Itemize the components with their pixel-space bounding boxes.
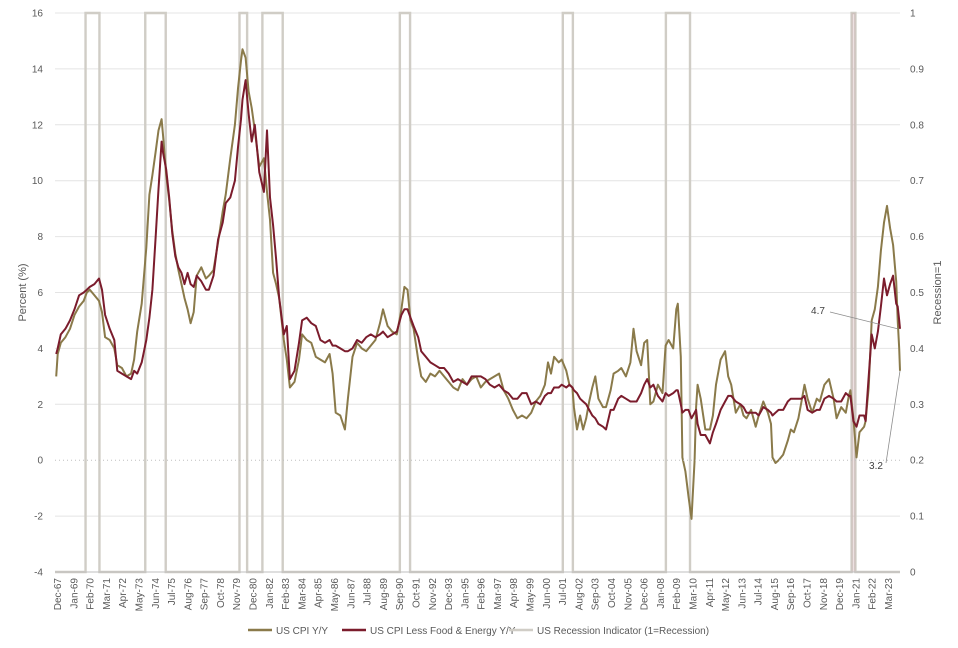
x-tick-label: Mar-97 xyxy=(493,578,504,610)
x-tick-label: Apr-85 xyxy=(314,578,325,608)
x-tick-label: Apr-11 xyxy=(705,578,716,608)
x-tick-label: Nov-92 xyxy=(428,578,439,611)
x-tick-label: Aug-89 xyxy=(379,578,390,611)
x-tick-label: Mar-84 xyxy=(297,578,308,610)
x-tick-label: Jan-82 xyxy=(265,578,276,609)
x-axis-ticks: Dec-67 Jan-69 Feb-70 Mar-71 Apr-72 May-73 Jun-… xyxy=(53,578,895,612)
y2-tick-label: 0.6 xyxy=(910,232,924,243)
annotation-leader xyxy=(829,311,899,330)
core-cpi-yy-line xyxy=(55,79,901,445)
y2-tick-label: 0.1 xyxy=(910,512,924,523)
x-tick-label: May-73 xyxy=(134,578,145,612)
chart-axes xyxy=(55,459,900,573)
x-tick-label: Apr-98 xyxy=(509,578,520,608)
y2-tick-label: 0.3 xyxy=(910,400,924,411)
y-tick-label: 2 xyxy=(37,400,43,411)
x-tick-label: Nov-79 xyxy=(232,578,243,611)
y-tick-label: 16 xyxy=(32,9,44,20)
x-tick-label: Sep-90 xyxy=(395,578,406,611)
annotation-leader xyxy=(885,370,901,464)
x-tick-label: Nov-18 xyxy=(819,578,830,611)
x-tick-label: Jan-95 xyxy=(460,578,471,609)
x-tick-label: Oct-04 xyxy=(607,578,618,608)
annotation-label: 3.2 xyxy=(869,461,883,472)
y-axis-title: Percent (%) xyxy=(17,263,29,321)
y2-tick-label: 0.5 xyxy=(910,288,924,299)
x-tick-label: Jul-88 xyxy=(363,578,374,606)
x-tick-label: Sep-16 xyxy=(786,578,797,611)
y2-tick-label: 0.9 xyxy=(910,64,924,75)
x-tick-label: Dec-19 xyxy=(835,578,846,611)
chart-legend: US CPI Y/Y US CPI Less Food & Energy Y/Y U… xyxy=(248,626,709,637)
right-axis-ticks: 1 0.9 0.8 0.7 0.6 0.5 0.4 0.3 0.2 0.1 0 xyxy=(910,9,924,579)
y-tick-label: 4 xyxy=(37,344,43,355)
y2-axis-title: Recession=1 xyxy=(932,261,944,325)
x-tick-label: Oct-78 xyxy=(216,578,227,608)
x-tick-label: Apr-72 xyxy=(118,578,129,608)
legend-label: US CPI Y/Y xyxy=(276,626,328,637)
x-tick-label: Feb-96 xyxy=(477,578,488,610)
x-tick-label: Dec-93 xyxy=(444,578,455,611)
y2-tick-label: 0 xyxy=(910,568,916,579)
x-tick-label: Jul-14 xyxy=(754,578,765,606)
x-tick-label: May-86 xyxy=(330,578,341,612)
x-tick-label: Dec-67 xyxy=(53,578,64,611)
y-tick-label: 6 xyxy=(37,288,43,299)
y2-tick-label: 1 xyxy=(910,9,916,20)
y-tick-label: 12 xyxy=(32,120,44,131)
x-tick-label: Jun-13 xyxy=(737,578,748,609)
x-tick-label: Nov-05 xyxy=(623,578,634,611)
y-tick-label: -2 xyxy=(34,512,43,523)
y-tick-label: 10 xyxy=(32,176,44,187)
x-tick-label: Jan-21 xyxy=(851,578,862,609)
x-tick-label: Feb-22 xyxy=(868,578,879,610)
x-tick-label: Mar-23 xyxy=(884,578,895,610)
y-tick-label: 0 xyxy=(37,456,43,467)
left-axis-ticks: 16 14 12 10 8 6 4 2 0 -2 -4 xyxy=(32,9,44,579)
x-tick-label: Oct-17 xyxy=(803,578,814,608)
recession-band-2020 xyxy=(851,13,856,572)
value-annotations: 4.7 3.2 xyxy=(811,306,901,472)
y2-tick-label: 0.4 xyxy=(910,344,924,355)
x-tick-label: Jul-01 xyxy=(558,578,569,606)
legend-label: US CPI Less Food & Energy Y/Y xyxy=(370,626,516,637)
y2-tick-label: 0.2 xyxy=(910,456,924,467)
x-tick-label: May-12 xyxy=(721,578,732,612)
x-tick-label: Dec-06 xyxy=(640,578,651,611)
y-tick-label: -4 xyxy=(34,568,43,579)
x-tick-label: Feb-70 xyxy=(86,578,97,610)
x-tick-label: Aug-02 xyxy=(574,578,585,611)
x-tick-label: Jun-00 xyxy=(542,578,553,609)
y-tick-label: 14 xyxy=(32,64,44,75)
x-tick-label: Aug-15 xyxy=(770,578,781,611)
x-tick-label: Jun-74 xyxy=(151,578,162,609)
x-tick-label: Dec-80 xyxy=(249,578,260,611)
x-tick-label: Sep-77 xyxy=(200,578,211,611)
x-tick-label: Oct-91 xyxy=(411,578,422,608)
x-tick-label: Jun-87 xyxy=(346,578,357,609)
legend-label: US Recession Indicator (1=Recession) xyxy=(537,626,709,637)
x-tick-label: Feb-83 xyxy=(281,578,292,610)
cpi-series-lines xyxy=(55,48,901,520)
gridlines xyxy=(55,12,900,573)
annotation-label: 4.7 xyxy=(811,306,825,317)
x-tick-label: Feb-09 xyxy=(672,578,683,610)
y2-tick-label: 0.8 xyxy=(910,120,924,131)
cpi-yy-line xyxy=(55,48,901,520)
x-tick-label: Sep-03 xyxy=(591,578,602,611)
x-tick-label: Mar-71 xyxy=(102,578,113,610)
x-tick-label: Mar-10 xyxy=(688,578,699,610)
x-tick-label: Jan-08 xyxy=(656,578,667,609)
y-tick-label: 8 xyxy=(37,232,43,243)
y2-tick-label: 0.7 xyxy=(910,176,924,187)
x-tick-label: May-99 xyxy=(526,578,537,612)
x-tick-label: Jul-75 xyxy=(167,578,178,606)
x-tick-label: Aug-76 xyxy=(183,578,194,611)
x-tick-label: Jan-69 xyxy=(69,578,80,609)
